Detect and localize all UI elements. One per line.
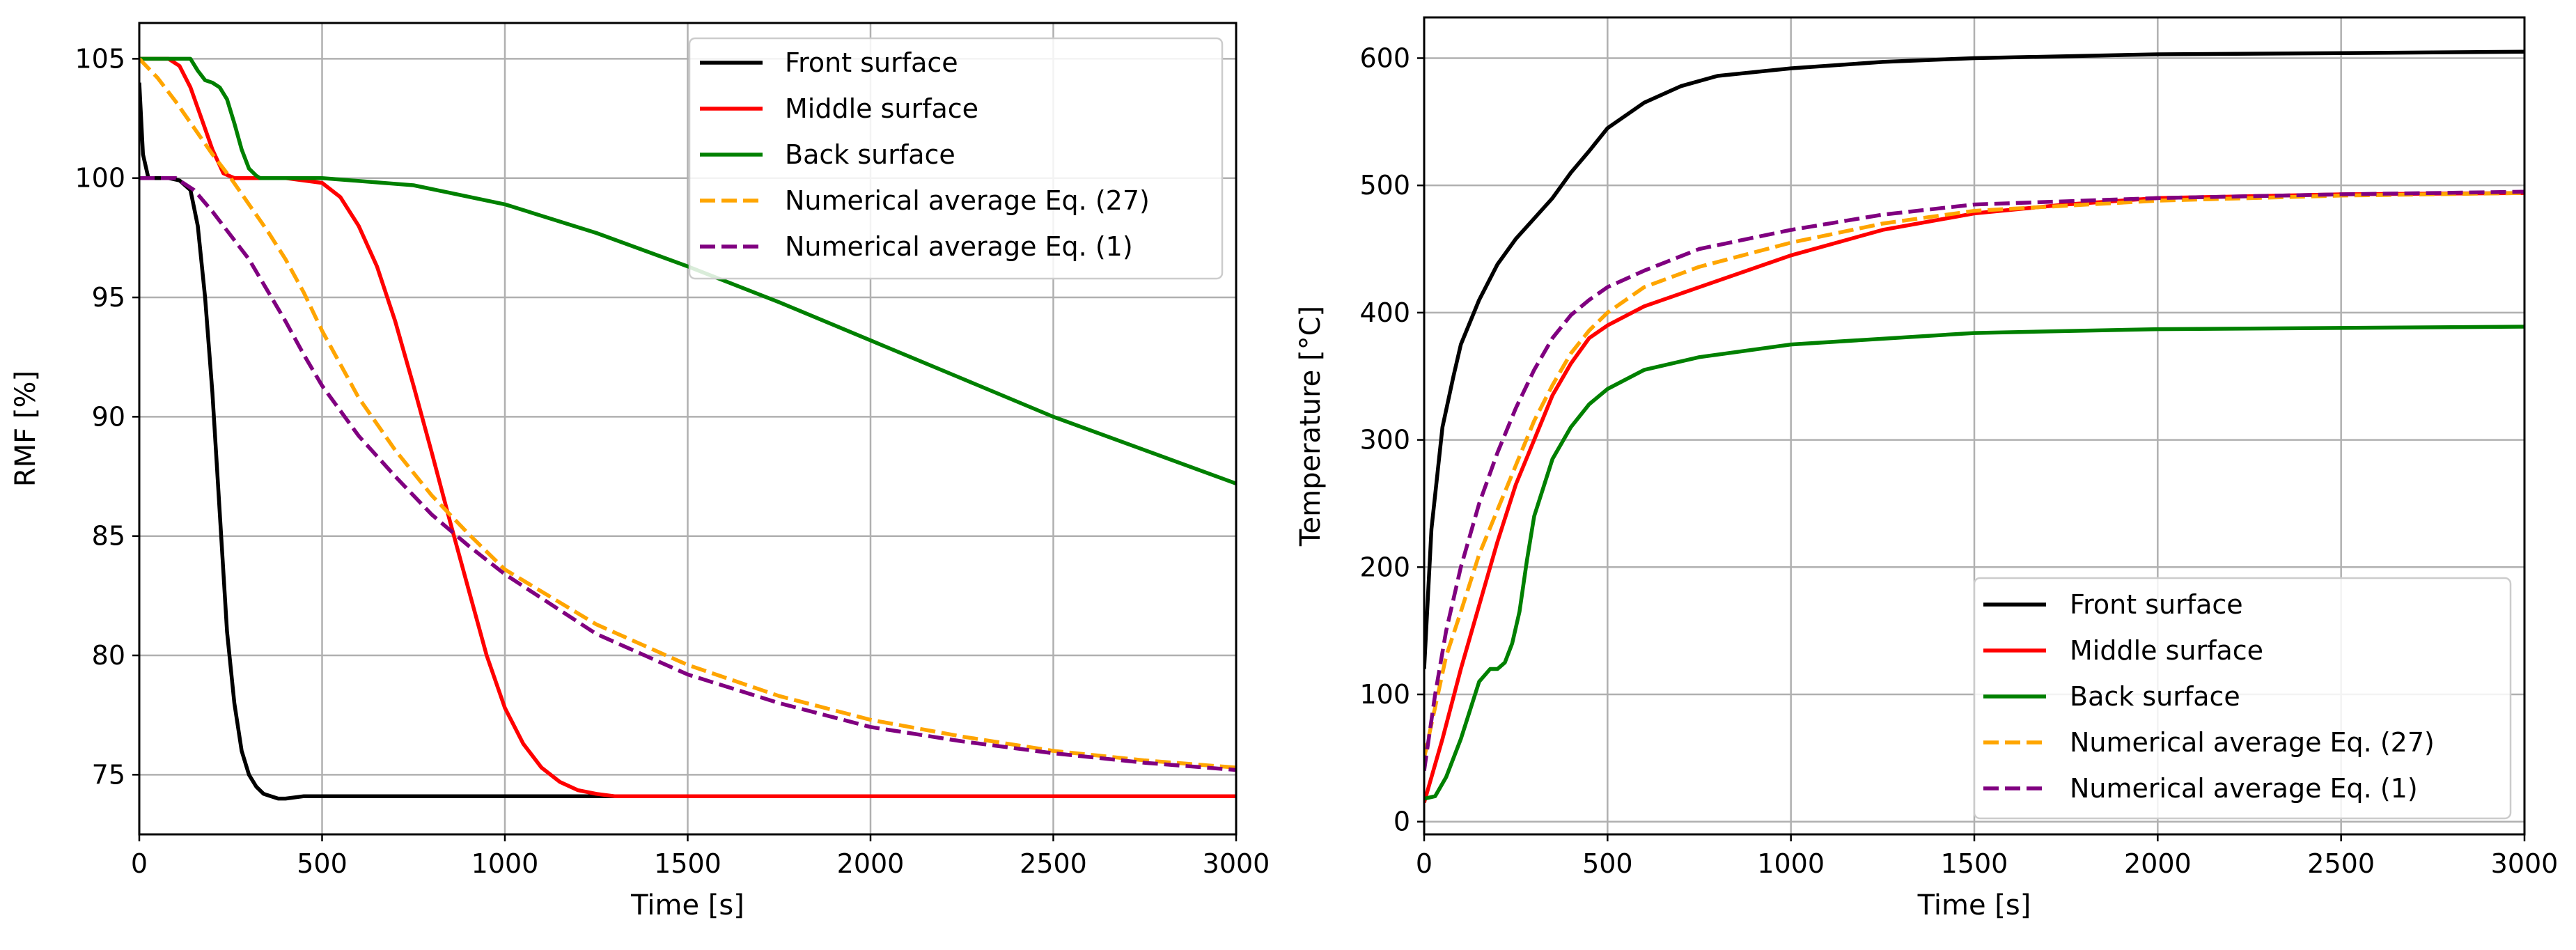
y-tick-label: 100	[1359, 679, 1410, 710]
y-tick-label: 500	[1359, 170, 1410, 201]
legend-label-1: Front surface	[2070, 589, 2243, 620]
y-tick-label: 95	[92, 282, 125, 313]
legend-label-4: Numerical average Eq. (27)	[2070, 727, 2435, 758]
legend: Front surface Middle surface Back surface N…	[1973, 577, 2512, 820]
x-tick-label: 1000	[471, 848, 539, 879]
x-tick-label: 500	[297, 848, 348, 879]
chart-panel-1: 0 500 1000 1500 2000 2500 3000 75 80 85 90 95 100 105…	[10, 22, 1270, 921]
legend-label-4: Numerical average Eq. (27)	[785, 185, 1150, 216]
series-line-4	[139, 57, 1236, 770]
x-tick-label: 1500	[1941, 848, 2008, 879]
x-tick-label: 2500	[2307, 848, 2375, 879]
x-axis-label: Time [s]	[1917, 889, 2031, 921]
x-tick-label: 0	[1416, 848, 1433, 879]
series-line-2	[1424, 191, 2524, 804]
plot-area	[139, 56, 1236, 801]
x-tick-label: 2500	[1020, 848, 1087, 879]
y-axis-label: Temperature [°C]	[1295, 306, 1327, 547]
x-tick-label: 2000	[2124, 848, 2192, 879]
y-axis-label: RMF [%]	[10, 371, 42, 487]
y-tick-label: 400	[1359, 297, 1410, 328]
y-tick-label: 105	[75, 43, 125, 74]
legend-label-2: Middle surface	[785, 93, 978, 124]
series-line-3	[139, 56, 1236, 485]
legend-label-2: Middle surface	[2070, 635, 2263, 666]
x-tick-label: 1500	[654, 848, 721, 879]
y-tick-label: 200	[1359, 552, 1410, 582]
series-line-5	[139, 176, 1236, 772]
chart-panel-2: 0 500 1000 1500 2000 2500 3000 0 100 200 300 400 500…	[1295, 16, 2559, 921]
legend-box	[688, 37, 1224, 280]
axes-frame	[138, 22, 1238, 836]
legend-label-1: Front surface	[785, 47, 958, 78]
series-line-4	[1424, 191, 2524, 758]
y-tick-label: 0	[1394, 807, 1410, 837]
legend-label-3: Back surface	[785, 139, 955, 170]
x-tick-label: 3000	[2491, 848, 2559, 879]
x-tick-label: 0	[131, 848, 148, 879]
x-tick-label: 2000	[837, 848, 905, 879]
legend-label-3: Back surface	[2070, 681, 2240, 712]
x-tick-label: 3000	[1203, 848, 1270, 879]
legend: Front surface Middle surface Back surface N…	[688, 37, 1224, 280]
x-tick-label: 500	[1582, 848, 1633, 879]
y-tick-label: 90	[92, 401, 125, 432]
x-axis-label: Time [s]	[630, 889, 744, 921]
legend-label-5: Numerical average Eq. (1)	[2070, 773, 2418, 804]
axes-frame	[1423, 16, 2526, 836]
series-line-1	[1424, 49, 2524, 669]
y-tick-label: 600	[1359, 42, 1410, 73]
series-line-5	[1424, 189, 2524, 771]
y-tick-label: 75	[92, 759, 125, 790]
y-tick-label: 300	[1359, 425, 1410, 455]
plot-area	[1424, 49, 2524, 804]
legend-label-5: Numerical average Eq. (1)	[785, 231, 1133, 262]
legend-box	[1973, 577, 2512, 820]
series-line-3	[1424, 325, 2524, 801]
y-tick-label: 100	[75, 163, 125, 194]
series-line-2	[139, 56, 1236, 798]
y-tick-label: 85	[92, 521, 125, 552]
y-tick-label: 80	[92, 640, 125, 671]
x-tick-label: 1000	[1757, 848, 1825, 879]
